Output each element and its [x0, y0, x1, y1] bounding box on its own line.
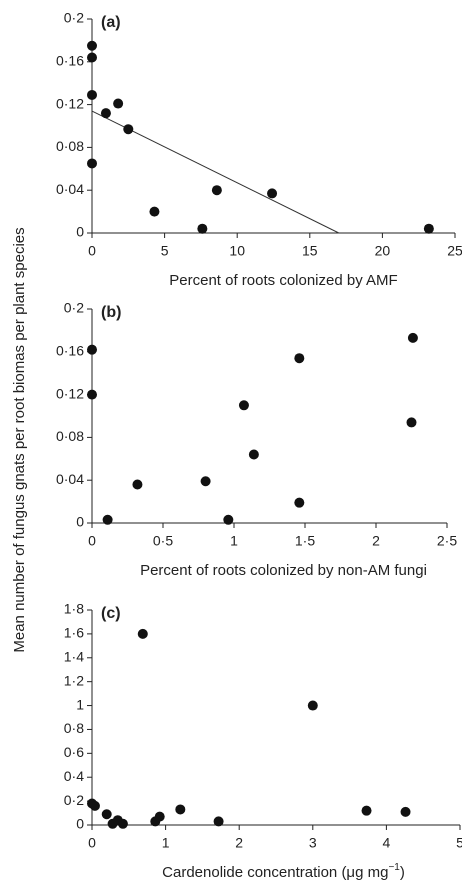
point [400, 806, 411, 817]
y-tick-label: 0·6 [64, 744, 84, 760]
point [87, 389, 97, 400]
x-tick-label: 2 [235, 835, 243, 851]
point [87, 89, 97, 100]
x-tick-label: 1 [162, 835, 170, 851]
point [102, 514, 113, 525]
y-tick-label: 0·2 [64, 10, 84, 26]
point [248, 449, 259, 460]
x-axis-label-text: Cardenolide concentration (μg mg [162, 864, 388, 881]
point [267, 188, 278, 199]
x-tick-label: 1·5 [295, 533, 315, 549]
x-tick-label: 5 [161, 243, 169, 259]
x-axis-label: Cardenolide concentration (μg mg−1) [162, 862, 405, 881]
y-tick-label: 0·04 [56, 471, 84, 487]
x-tick-label: 0·5 [153, 533, 173, 549]
x-axis-label: Percent of roots colonized by non-AM fun… [140, 562, 427, 579]
panel-label: (a) [101, 14, 121, 31]
point [197, 223, 208, 234]
point [200, 476, 211, 487]
x-tick-label: 0 [88, 243, 96, 259]
point [100, 108, 111, 119]
point [137, 628, 148, 639]
y-tick-label: 0·04 [56, 181, 84, 197]
y-tick-label: 1·8 [64, 601, 84, 617]
point [294, 497, 305, 508]
point [223, 514, 234, 525]
y-tick-label: 0·08 [56, 428, 84, 444]
point [154, 811, 165, 822]
point [211, 185, 222, 196]
x-tick-label: 2 [372, 533, 380, 549]
panel-label: (b) [101, 304, 121, 321]
point [117, 818, 128, 829]
x-axis-label-sup: −1 [388, 862, 400, 873]
point [113, 98, 124, 109]
point [87, 52, 97, 63]
y-tick-label: 0·2 [64, 792, 84, 808]
y-tick-label: 0·16 [56, 53, 84, 69]
point [87, 40, 97, 51]
x-axis-label-end: ) [400, 864, 405, 881]
point [361, 805, 372, 816]
y-tick-label: 0·12 [56, 95, 84, 111]
point [132, 479, 143, 490]
y-axis-label: Mean number of fungus gnats per root bio… [11, 227, 28, 652]
point [307, 700, 318, 711]
y-tick-label: 0 [76, 514, 84, 530]
x-tick-label: 15 [302, 243, 318, 259]
x-tick-label: 20 [375, 243, 391, 259]
point [123, 124, 134, 135]
point [89, 800, 100, 811]
x-tick-label: 0 [88, 835, 96, 851]
x-axis-label: Percent of roots colonized by AMF [169, 272, 397, 289]
y-tick-label: 0·8 [64, 720, 84, 736]
panel-label: (c) [101, 605, 121, 622]
y-tick-label: 0·08 [56, 138, 84, 154]
point [87, 158, 97, 169]
point [175, 804, 186, 815]
x-axis-label-text: Percent of roots colonized by non-AM fun… [140, 562, 427, 579]
y-tick-label: 0 [76, 816, 84, 832]
x-axis-label-text: Percent of roots colonized by AMF [169, 272, 397, 289]
fit-line [91, 110, 340, 234]
x-tick-label: 5 [456, 835, 462, 851]
x-tick-label: 2·5 [437, 533, 457, 549]
point [101, 809, 112, 820]
point [406, 417, 417, 428]
x-tick-label: 0 [88, 533, 96, 549]
y-tick-label: 0·12 [56, 385, 84, 401]
point [238, 400, 249, 411]
y-tick-label: 1 [76, 696, 84, 712]
y-tick-label: 1·6 [64, 625, 84, 641]
y-tick-label: 0·2 [64, 300, 84, 316]
y-tick-label: 1·4 [64, 648, 84, 664]
point [407, 332, 418, 343]
point [149, 206, 160, 217]
point [87, 344, 97, 355]
x-tick-label: 10 [229, 243, 245, 259]
x-tick-label: 3 [309, 835, 317, 851]
y-tick-label: 1·2 [64, 672, 84, 688]
y-tick-label: 0·4 [64, 768, 84, 784]
x-tick-label: 4 [383, 835, 391, 851]
y-tick-label: 0 [76, 224, 84, 240]
x-tick-label: 1 [230, 533, 238, 549]
x-tick-label: 25 [447, 243, 462, 259]
point [294, 353, 305, 364]
point [213, 816, 224, 827]
point [423, 223, 434, 234]
y-tick-label: 0·16 [56, 343, 84, 359]
